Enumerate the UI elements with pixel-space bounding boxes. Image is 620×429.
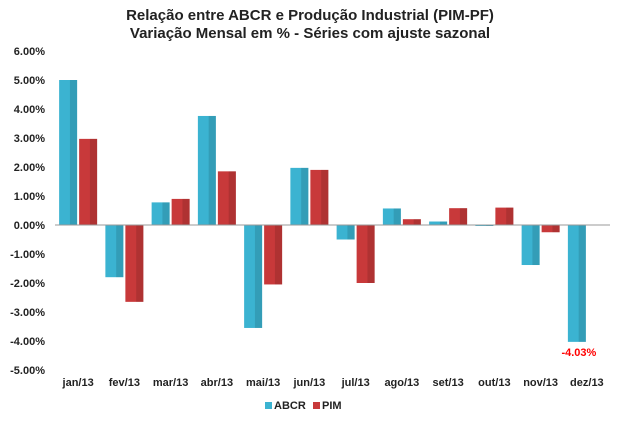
x-tick-label: fev/13	[109, 377, 140, 389]
x-tick-label: nov/13	[523, 377, 558, 389]
bar-abcr	[197, 115, 216, 225]
bar-pim	[402, 219, 421, 225]
x-tick-label: set/13	[433, 377, 464, 389]
bar-abcr	[336, 225, 355, 240]
bar-abcr	[521, 225, 540, 266]
bar-pim	[449, 208, 468, 225]
data-label: -4.03%	[561, 347, 596, 359]
legend-label: ABCR	[274, 400, 306, 412]
bar-abcr	[290, 167, 309, 225]
y-axis: 6.00% 5.00% 4.00% 3.00% 2.00% 1.00% 0.00% -1.00…	[10, 46, 45, 377]
y-tick-label: -4.00%	[10, 336, 45, 348]
bar-abcr	[59, 80, 78, 225]
bar-pim	[125, 225, 144, 302]
x-tick-label: out/13	[478, 377, 510, 389]
x-tick-label: ago/13	[384, 377, 419, 389]
legend-swatch	[313, 402, 320, 409]
x-tick-label: jul/13	[341, 377, 370, 389]
y-tick-label: 3.00%	[14, 133, 45, 145]
bar-abcr	[105, 225, 124, 278]
chart-title: Relação entre ABCR e Produção Industrial…	[126, 7, 494, 24]
bar-abcr	[151, 202, 170, 225]
bar-abcr	[567, 225, 586, 342]
x-tick-label: mai/13	[246, 377, 280, 389]
annotations: -4.03%	[561, 347, 596, 359]
y-tick-label: 0.00%	[14, 220, 45, 232]
y-tick-label: -2.00%	[10, 278, 45, 290]
bar-abcr	[244, 225, 263, 328]
y-tick-label: 1.00%	[14, 191, 45, 203]
chart-subtitle: Variação Mensal em % - Séries com ajuste…	[129, 25, 491, 42]
bar-pim	[264, 225, 283, 285]
bar-pim	[310, 169, 329, 225]
x-tick-label: dez/13	[570, 377, 604, 389]
y-tick-label: 4.00%	[14, 104, 45, 116]
y-tick-label: -3.00%	[10, 307, 45, 319]
y-tick-label: 5.00%	[14, 75, 45, 87]
bars	[59, 80, 586, 342]
legend-label: PIM	[322, 400, 342, 412]
bar-abcr	[429, 221, 448, 225]
legend: ABCR PIM	[265, 400, 342, 412]
x-axis: jan/13 fev/13 mar/13 abr/13 mai/13 jun/13 jul/…	[62, 377, 604, 389]
bar-pim	[171, 198, 190, 225]
bar-pim	[356, 225, 375, 283]
x-tick-label: abr/13	[201, 377, 233, 389]
legend-item-abcr: ABCR	[265, 400, 306, 412]
bar-pim	[495, 207, 514, 225]
y-tick-label: 6.00%	[14, 46, 45, 58]
legend-item-pim: PIM	[313, 400, 342, 412]
bar-abcr	[382, 208, 401, 225]
x-tick-label: jun/13	[292, 377, 325, 389]
bar-pim	[79, 138, 98, 225]
bar-pim	[217, 171, 236, 225]
legend-swatch	[265, 402, 272, 409]
x-tick-label: jan/13	[62, 377, 94, 389]
y-tick-label: -5.00%	[10, 365, 45, 377]
bar-pim	[541, 225, 560, 233]
y-tick-label: 2.00%	[14, 162, 45, 174]
x-tick-label: mar/13	[153, 377, 188, 389]
y-tick-label: -1.00%	[10, 249, 45, 261]
